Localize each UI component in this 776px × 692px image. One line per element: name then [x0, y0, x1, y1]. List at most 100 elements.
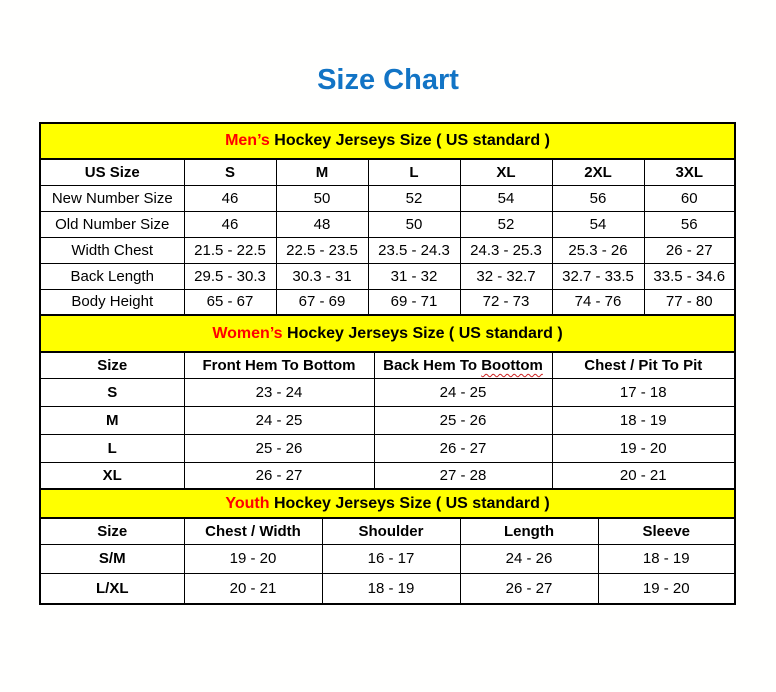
womens-size-value-cell: 24 - 25	[373, 377, 553, 407]
mens-size-value-cell: 54	[551, 210, 645, 238]
womens-table-row: XL 26 - 27 27 - 28 20 - 21	[39, 461, 736, 490]
mens-section-banner: Men’s Hockey Jerseys Size ( US standard …	[38, 122, 737, 160]
womens-size-value-cell: 24 - 25	[183, 405, 375, 435]
womens-size-value-cell: 19 - 20	[551, 433, 736, 463]
mens-table-row: Width Chest 21.5 - 22.5 22.5 - 23.5 23.5 - …	[39, 236, 736, 264]
mens-table-row: Back Length 29.5 - 30.3 30.3 - 31 31 - 32 32…	[39, 262, 736, 290]
mens-column-header: 2XL	[551, 158, 645, 186]
mens-size-value-cell: 33.5 - 34.6	[643, 262, 736, 290]
mens-size-value-cell: 52	[367, 184, 461, 212]
mens-size-value-cell: 52	[459, 210, 553, 238]
youth-size-value-cell: 20 - 21	[183, 572, 323, 605]
mens-size-value-cell: 67 - 69	[275, 288, 369, 316]
womens-size-value-cell: 20 - 21	[551, 461, 736, 490]
mens-size-value-cell: 26 - 27	[643, 236, 736, 264]
youth-size-value-cell: 26 - 27	[459, 572, 599, 605]
womens-column-header: Back Hem To Boottom	[373, 351, 553, 379]
mens-size-value-cell: 30.3 - 31	[275, 262, 369, 290]
womens-section-banner: Women’s Hockey Jerseys Size ( US standar…	[38, 314, 737, 353]
youth-column-header: Length	[459, 517, 599, 545]
mens-table-row: New Number Size 46 50 52 54 56 60	[39, 184, 736, 212]
mens-column-header: M	[275, 158, 369, 186]
mens-size-table: Men’s Hockey Jerseys Size ( US standard …	[38, 122, 737, 316]
youth-banner-highlight: Youth	[225, 494, 270, 512]
youth-size-table: Youth Hockey Jerseys Size ( US standard …	[38, 488, 737, 605]
youth-row-label: S/M	[39, 543, 185, 574]
mens-table-row: Old Number Size 46 48 50 52 54 56	[39, 210, 736, 238]
youth-column-header: Sleeve	[597, 517, 736, 545]
mens-size-value-cell: 56	[643, 210, 736, 238]
womens-size-value-cell: 25 - 26	[373, 405, 553, 435]
mens-size-value-cell: 29.5 - 30.3	[183, 262, 277, 290]
youth-banner-text: Hockey Jerseys Size ( US standard )	[269, 494, 550, 512]
mens-row-label: Body Height	[39, 288, 185, 316]
mens-row-label: Old Number Size	[39, 210, 185, 238]
womens-size-value-cell: 26 - 27	[373, 433, 553, 463]
womens-table-row: L 25 - 26 26 - 27 19 - 20	[39, 433, 736, 463]
womens-banner-text: Hockey Jerseys Size ( US standard )	[282, 324, 563, 342]
womens-size-table: Women’s Hockey Jerseys Size ( US standar…	[38, 314, 737, 490]
youth-size-value-cell: 18 - 19	[597, 543, 736, 574]
womens-size-value-cell: 23 - 24	[183, 377, 375, 407]
page-title: Size Chart	[317, 64, 459, 96]
youth-column-header: Chest / Width	[183, 517, 323, 545]
womens-size-value-cell: 17 - 18	[551, 377, 736, 407]
womens-column-header: Front Hem To Bottom	[183, 351, 375, 379]
mens-size-value-cell: 21.5 - 22.5	[183, 236, 277, 264]
youth-column-header: Shoulder	[321, 517, 461, 545]
mens-column-header: L	[367, 158, 461, 186]
mens-size-value-cell: 46	[183, 210, 277, 238]
mens-size-value-cell: 54	[459, 184, 553, 212]
mens-size-value-cell: 72 - 73	[459, 288, 553, 316]
mens-size-value-cell: 32.7 - 33.5	[551, 262, 645, 290]
mens-size-value-cell: 24.3 - 25.3	[459, 236, 553, 264]
youth-row-label: L/XL	[39, 572, 185, 605]
mens-column-header: S	[183, 158, 277, 186]
mens-size-value-cell: 46	[183, 184, 277, 212]
mens-size-value-cell: 50	[275, 184, 369, 212]
womens-size-value-cell: 25 - 26	[183, 433, 375, 463]
youth-size-value-cell: 24 - 26	[459, 543, 599, 574]
mens-row-label: Back Length	[39, 262, 185, 290]
womens-column-header: Size	[39, 351, 185, 379]
womens-size-value-cell: 18 - 19	[551, 405, 736, 435]
womens-column-header: Chest / Pit To Pit	[551, 351, 736, 379]
youth-size-value-cell: 19 - 20	[597, 572, 736, 605]
womens-size-value-cell: 26 - 27	[183, 461, 375, 490]
womens-column-header-text: Back Hem To	[383, 356, 482, 374]
mens-column-header: XL	[459, 158, 553, 186]
mens-size-value-cell: 65 - 67	[183, 288, 277, 316]
womens-table-row: M 24 - 25 25 - 26 18 - 19	[39, 405, 736, 435]
womens-row-label: M	[39, 405, 185, 435]
youth-size-value-cell: 19 - 20	[183, 543, 323, 574]
mens-size-value-cell: 48	[275, 210, 369, 238]
mens-size-value-cell: 60	[643, 184, 736, 212]
youth-table-row: L/XL 20 - 21 18 - 19 26 - 27 19 - 20	[39, 572, 736, 605]
mens-column-header: US Size	[39, 158, 185, 186]
womens-row-label: XL	[39, 461, 185, 490]
mens-size-value-cell: 74 - 76	[551, 288, 645, 316]
mens-size-value-cell: 69 - 71	[367, 288, 461, 316]
mens-size-value-cell: 22.5 - 23.5	[275, 236, 369, 264]
mens-size-value-cell: 25.3 - 26	[551, 236, 645, 264]
womens-table-row: S 23 - 24 24 - 25 17 - 18	[39, 377, 736, 407]
size-chart-tables: Men’s Hockey Jerseys Size ( US standard …	[38, 122, 737, 605]
mens-size-value-cell: 56	[551, 184, 645, 212]
womens-row-label: S	[39, 377, 185, 407]
mens-row-label: New Number Size	[39, 184, 185, 212]
mens-size-value-cell: 50	[367, 210, 461, 238]
youth-column-header: Size	[39, 517, 185, 545]
mens-size-value-cell: 32 - 32.7	[459, 262, 553, 290]
youth-table-row: S/M 19 - 20 16 - 17 24 - 26 18 - 19	[39, 543, 736, 574]
mens-table-row: Body Height 65 - 67 67 - 69 69 - 71 72 - 73 7…	[39, 288, 736, 316]
womens-row-label: L	[39, 433, 185, 463]
mens-size-value-cell: 77 - 80	[643, 288, 736, 316]
mens-column-header: 3XL	[643, 158, 736, 186]
youth-section-banner: Youth Hockey Jerseys Size ( US standard …	[38, 488, 737, 519]
womens-column-header-misspelled-word: Boottom	[481, 356, 543, 374]
mens-row-label: Width Chest	[39, 236, 185, 264]
youth-size-value-cell: 18 - 19	[321, 572, 461, 605]
mens-banner-text: Hockey Jerseys Size ( US standard )	[269, 132, 550, 149]
womens-banner-highlight: Women’s	[212, 324, 283, 342]
